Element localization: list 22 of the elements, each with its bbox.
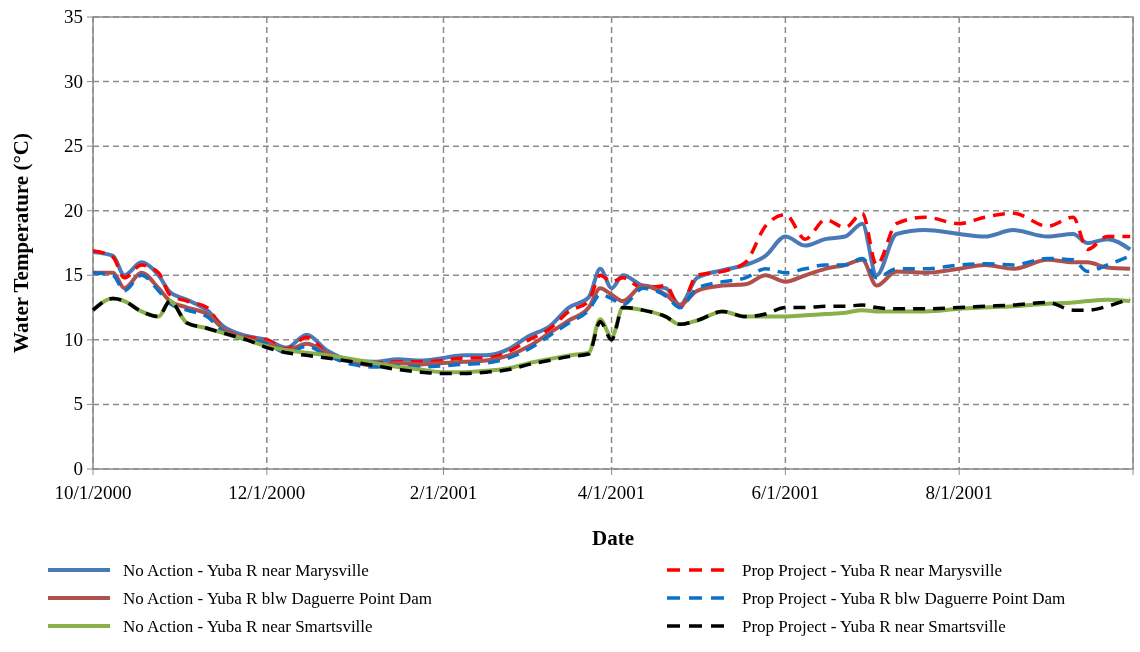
legend-label: No Action - Yuba R near Marysville	[123, 561, 369, 580]
x-tick-label: 8/1/2001	[925, 482, 993, 503]
legend-label: Prop Project - Yuba R near Marysville	[742, 561, 1002, 580]
y-tick-label: 20	[64, 199, 83, 221]
legend-label: Prop Project - Yuba R near Smartsville	[742, 617, 1006, 636]
y-axis-title: Water Temperature (°C)	[9, 133, 33, 353]
legend-label: Prop Project - Yuba R blw Daguerre Point Dam	[742, 589, 1066, 608]
y-tick-label: 30	[64, 70, 83, 92]
x-tick-label: 4/1/2001	[577, 482, 646, 503]
x-axis-title: Date	[592, 526, 634, 550]
y-tick-label: 10	[64, 328, 83, 350]
y-tick-label: 15	[64, 264, 83, 286]
y-tick-label: 25	[64, 135, 83, 157]
y-tick-label: 35	[64, 6, 83, 27]
y-tick-label: 0	[73, 458, 83, 479]
x-tick-label: 2/1/2001	[409, 482, 478, 503]
legend-label: No Action - Yuba R near Smartsville	[123, 617, 373, 636]
x-tick-label: 6/1/2001	[751, 482, 820, 503]
legend-label: No Action - Yuba R blw Daguerre Point Dam	[123, 589, 433, 608]
y-tick-label: 5	[73, 393, 83, 415]
x-tick-label: 12/1/2000	[228, 482, 306, 503]
x-tick-label: 10/1/2000	[54, 482, 132, 503]
